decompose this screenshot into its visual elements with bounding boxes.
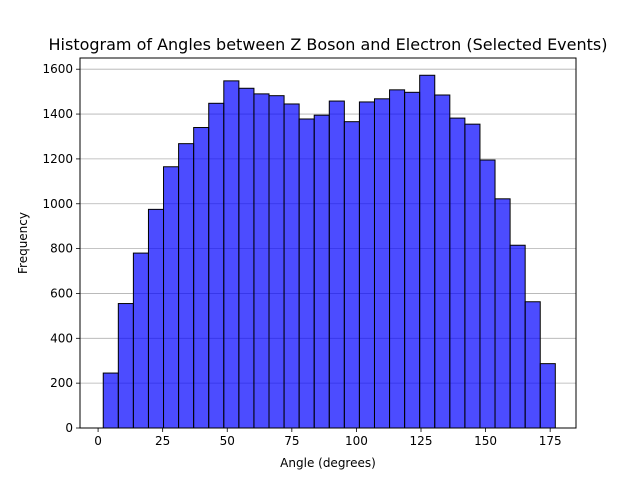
histogram-bar <box>102 372 119 429</box>
histogram-bar <box>193 127 210 429</box>
x-tick-label: 150 <box>474 434 497 448</box>
histogram-bar <box>343 121 360 429</box>
histogram-bar <box>132 252 149 429</box>
histogram-bar <box>313 114 330 429</box>
plot-area-frame <box>79 57 577 429</box>
histogram-bar <box>389 89 406 429</box>
histogram-bar <box>117 303 134 429</box>
histogram-bar <box>238 87 255 429</box>
x-tick-label: 175 <box>539 434 562 448</box>
bars-layer <box>102 74 556 429</box>
histogram-bar <box>253 93 270 429</box>
x-tick-label: 100 <box>345 434 368 448</box>
y-tick-label: 400 <box>50 331 73 345</box>
x-tick-label: 25 <box>155 434 170 448</box>
histogram-bar <box>358 101 375 429</box>
y-tick-label: 1000 <box>42 197 73 211</box>
histogram-bar <box>449 117 466 429</box>
x-axis-label: Angle (degrees) <box>280 456 376 470</box>
histogram-bar <box>434 94 451 429</box>
x-tick-label: 75 <box>284 434 299 448</box>
histogram-bar <box>208 102 225 429</box>
y-tick-label: 1200 <box>42 152 73 166</box>
histogram-bar <box>373 98 391 429</box>
histogram-bar <box>328 100 345 429</box>
histogram-bar <box>419 74 436 429</box>
y-tick-label: 1600 <box>42 62 73 76</box>
histogram-bar <box>494 198 511 429</box>
x-axis-ticks: 0 25 50 75 100 125 150 175 <box>94 428 562 448</box>
histogram-bar <box>539 363 556 429</box>
histogram-bar <box>283 103 300 429</box>
y-axis-ticks: 0 200 400 600 800 1000 1200 1400 1600 <box>42 62 80 435</box>
histogram-bar <box>178 143 195 429</box>
histogram-bar <box>268 95 285 429</box>
y-tick-label: 1400 <box>42 107 73 121</box>
y-axis-label: Frequency <box>16 212 30 274</box>
y-tick-label: 800 <box>50 242 73 256</box>
y-tick-label: 200 <box>50 376 73 390</box>
x-tick-label: 50 <box>220 434 235 448</box>
histogram-bar <box>479 159 496 429</box>
histogram-bar <box>163 166 180 429</box>
chart-title: Histogram of Angles between Z Boson and … <box>49 35 608 54</box>
histogram-bar <box>147 208 165 429</box>
y-tick-label: 600 <box>50 286 73 300</box>
x-tick-label: 0 <box>94 434 102 448</box>
histogram-bar <box>298 118 315 429</box>
histogram-bar <box>524 301 541 429</box>
histogram-bar <box>509 244 526 429</box>
histogram-bar <box>464 123 481 429</box>
x-tick-label: 125 <box>410 434 433 448</box>
histogram-bar <box>223 80 240 429</box>
histogram-bar <box>404 91 421 429</box>
y-tick-label: 0 <box>65 421 73 435</box>
